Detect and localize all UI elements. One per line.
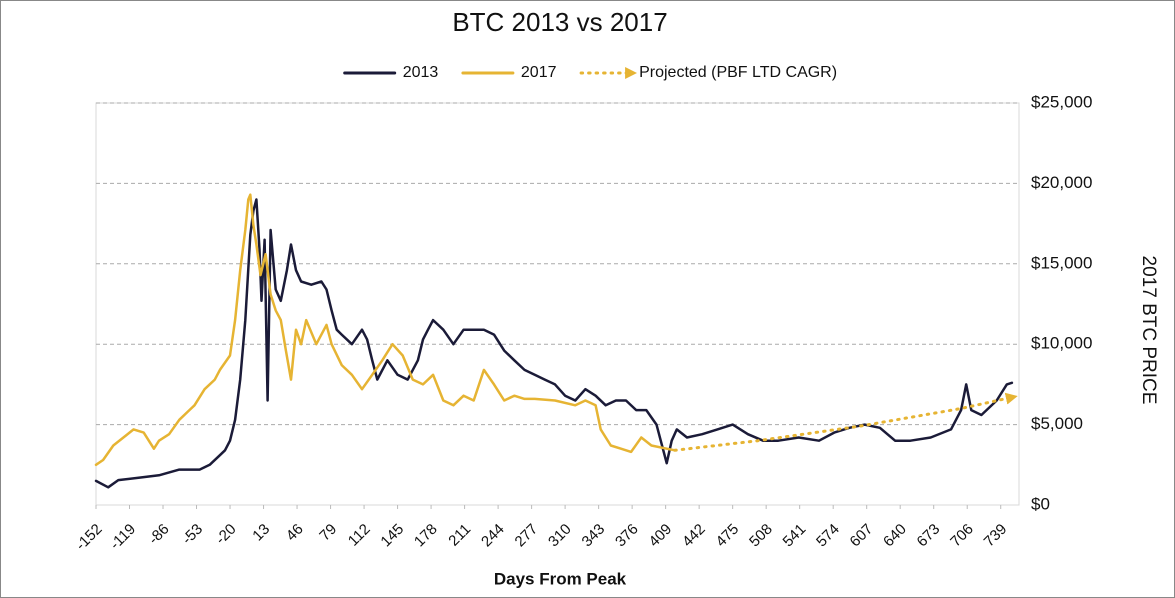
- x-axis-label: Days From Peak: [494, 569, 627, 588]
- y-tick-label: $0: [1031, 494, 1050, 513]
- chart-title: BTC 2013 vs 2017: [452, 7, 667, 37]
- series-line: [94, 198, 1014, 489]
- y-axis-label: 2017 BTC PRICE: [1138, 256, 1159, 405]
- y-tick-label: $5,000: [1031, 414, 1083, 433]
- y-tick-label: $10,000: [1031, 334, 1092, 353]
- y-tick-label: $15,000: [1031, 253, 1092, 272]
- y-tick-label: $20,000: [1031, 173, 1092, 192]
- series-line: [94, 193, 677, 467]
- legend-label: 2017: [521, 64, 557, 81]
- plot-frame: [95, 102, 1020, 506]
- y-tick-label: $25,000: [1031, 92, 1092, 111]
- series-line: [673, 392, 1018, 452]
- legend-label: Projected (PBF LTD CAGR): [639, 64, 837, 81]
- legend-label: 2013: [403, 64, 439, 81]
